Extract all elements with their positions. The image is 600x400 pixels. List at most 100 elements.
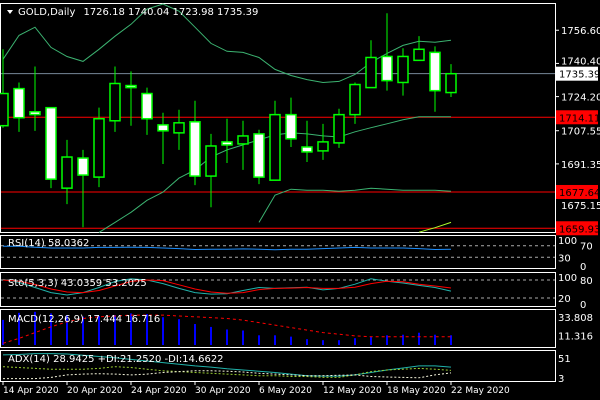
dropdown-triangle-icon[interactable] [7,10,13,14]
macd-histogram-bar [18,312,20,345]
candle-body [365,56,377,89]
candle [429,46,441,112]
candle-body [61,156,73,189]
price-tick-label: 1691.35 [561,160,600,171]
candle [445,64,457,98]
candle-body [317,141,329,152]
candle-body [125,84,137,89]
candle [93,107,105,188]
candle [317,123,329,160]
candle [77,149,89,228]
macd-histogram-bar [34,311,36,345]
date-label: 22 May 2020 [451,386,510,396]
adx-tick-label: 51 [558,354,571,365]
macd-histogram-bar [82,316,84,345]
candle-body [253,133,265,178]
candle [173,109,185,150]
level-price-label-bg [556,221,598,236]
macd-histogram-bar [306,339,308,345]
sto-tick-label: 0 [580,300,586,311]
bid-price-label-bg [556,66,598,81]
candle [253,129,265,185]
rsi-panel-frame [0,235,556,269]
candle-body [445,72,457,94]
candle-body [93,117,105,178]
macd-histogram-bar [226,329,228,345]
macd-histogram-bar [50,313,52,345]
macd-signal-line [2,314,451,344]
candle-body [189,121,201,177]
candle-body [381,55,393,82]
date-label: 24 Apr 2020 [131,386,187,396]
minus-di-line [3,370,452,380]
price-tick-label: 1724.20 [561,93,600,104]
candle [205,133,217,208]
macd-histogram-bar [178,319,180,345]
candle-body [413,48,425,62]
macd-histogram-bar [290,336,292,345]
candle [365,40,377,89]
date-label: 14 Apr 2020 [3,386,59,396]
candle [269,100,281,181]
candle [0,49,9,128]
sto-tick-label: 100 [558,273,577,284]
candle-body [13,87,25,119]
date-label: 18 May 2020 [387,386,446,396]
bollinger-lower-line [258,187,452,223]
candle-body [45,106,57,180]
level-price-label-bg [556,110,598,125]
candle [109,66,121,132]
macd-histogram-bar [114,315,116,345]
candle-body [285,113,297,140]
candle [221,118,233,163]
candle-body [429,51,441,92]
ohlc-label: 1726.18 1740.04 1723.98 1735.39 [83,7,258,18]
bid-price-label: 1735.39 [559,70,600,81]
symbol-label: GOLD,Daily [18,7,75,18]
rsi-tick-label: 30 [558,253,571,264]
candle [45,106,57,189]
macd-tick-label: 33.808 [558,313,593,324]
candle [285,97,297,147]
chart-header: GOLD,Daily 1726.18 1740.04 1723.98 1735.… [7,7,258,18]
macd-histogram-bar [258,335,260,345]
macd-histogram-bar [274,335,276,345]
candle [333,108,345,148]
candle [237,120,249,170]
macd-histogram-bar [130,313,132,345]
candle-body [397,55,409,84]
candle [157,112,169,164]
price-tick-label: 1740.40 [561,57,600,68]
plus-di-line [2,366,452,378]
rsi-line [3,245,452,251]
candle-body [205,145,217,177]
adx-line [2,353,452,377]
candle [141,87,153,135]
candle [301,120,313,162]
macd-histogram-bar [322,340,324,345]
macd-histogram-bar [338,340,340,345]
macd-histogram-bar [2,319,4,345]
macd-histogram-bar [418,332,420,345]
adx-tick-label: 3 [558,374,564,385]
rsi-tick-label: 100 [558,236,577,247]
candle [381,13,393,91]
adx-label: ADX(14) 28.9425 +DI:21.2520 -DI:14.6622 [8,354,224,365]
macd-histogram-bar [162,317,164,345]
candle-body [77,157,89,176]
price-tick-label: 1675.15 [561,201,600,212]
macd-histogram-bar [434,334,436,345]
macd-histogram-bar [450,335,452,345]
macd-panel-frame [0,309,556,348]
macd-histogram-bar [242,330,244,345]
macd-histogram-bar [354,338,356,345]
date-label: 12 May 2020 [323,386,382,396]
rsi-tick-label: 0 [580,262,586,273]
candle-body [109,82,121,122]
candle [29,66,41,131]
macd-tick-label: 11.316 [558,332,593,343]
macd-histogram-bar [210,326,212,345]
rsi-tick-label: 70 [580,242,593,253]
level-price-label: 1677.64 [559,188,600,199]
